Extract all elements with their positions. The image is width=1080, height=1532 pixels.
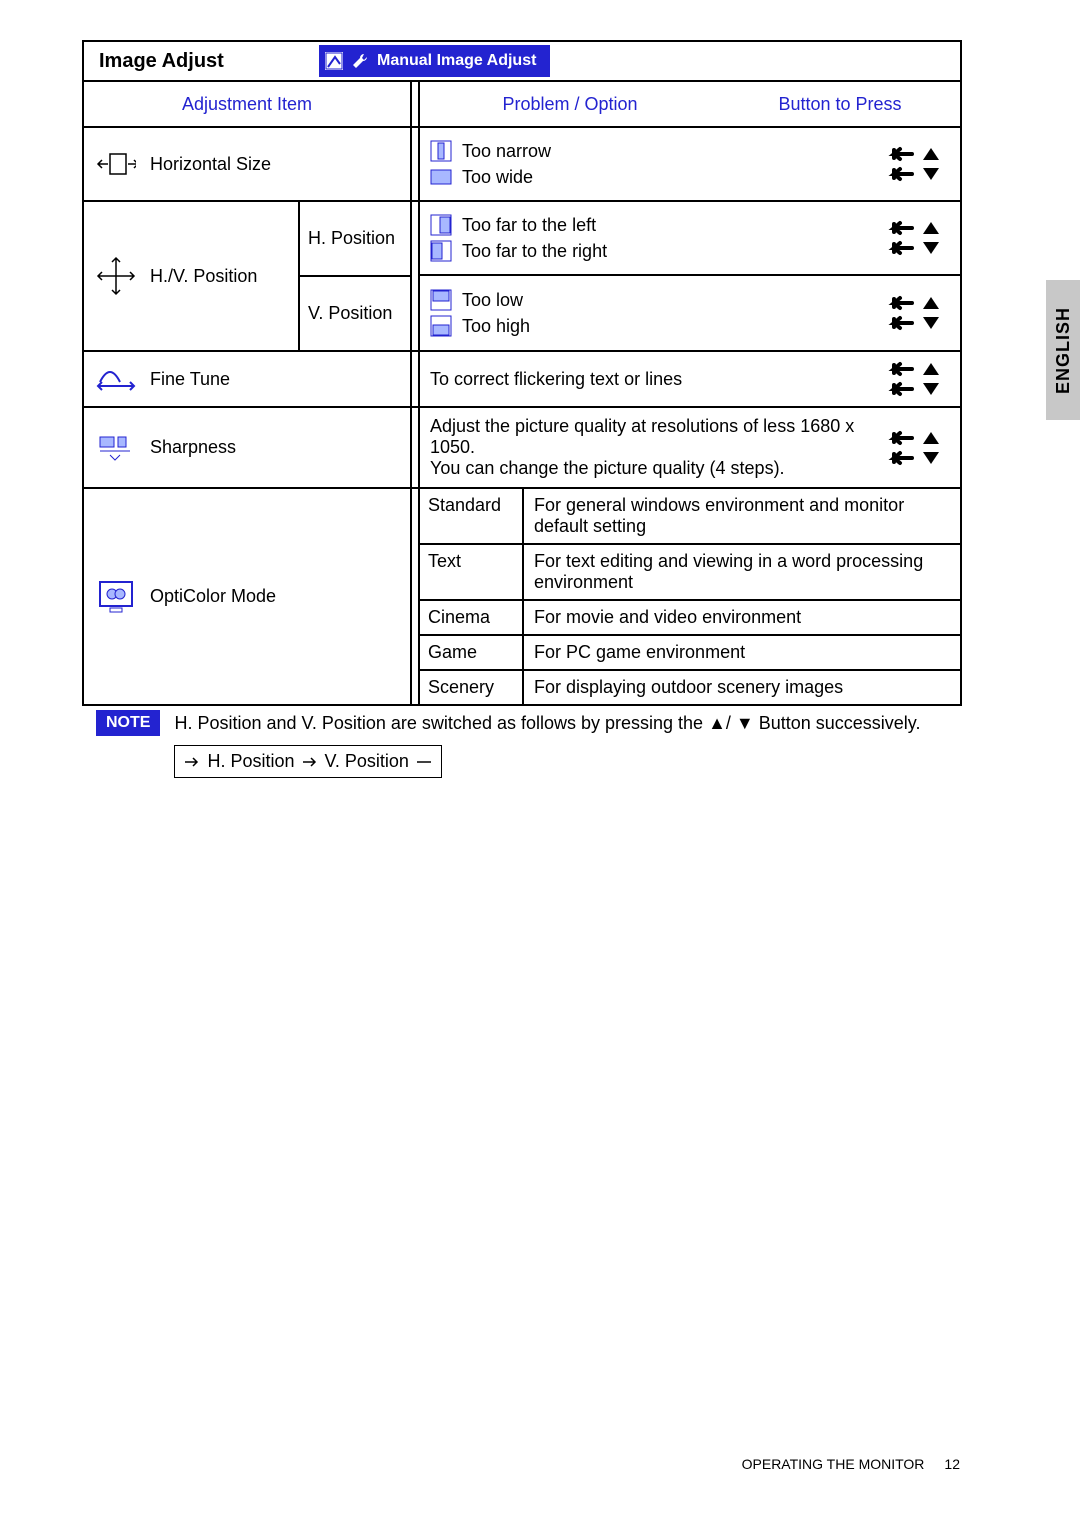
vpos-sublabel: V. Position	[300, 277, 410, 350]
cycle-diagram: H. Position V. Position	[174, 745, 441, 778]
row-hv-position: H./V. Position H. Position V. Position T…	[84, 202, 960, 352]
opticolor-icon	[96, 577, 136, 617]
tool-icon	[351, 52, 369, 70]
oc-text-desc: For text editing and viewing in a word p…	[524, 545, 960, 599]
btn-up	[886, 361, 940, 377]
oc-text: Text	[420, 545, 524, 599]
hsize-label: Horizontal Size	[150, 154, 271, 175]
title-row: Image Adjust Manual Image Adjust	[84, 42, 960, 82]
finetune-desc: To correct flickering text or lines	[430, 369, 855, 390]
btn-up	[886, 430, 940, 446]
row-fine-tune: Fine Tune To correct flickering text or …	[84, 352, 960, 408]
footer-section: OPERATING THE MONITOR	[742, 1456, 925, 1472]
vpos-opt1: Too low	[462, 290, 523, 311]
sharpness-icon	[96, 428, 136, 468]
adjust-icon	[325, 52, 343, 70]
section-title: Image Adjust	[84, 50, 319, 73]
hvpos-label: H./V. Position	[150, 266, 257, 287]
note-block: NOTE H. Position and V. Position are swi…	[96, 710, 946, 778]
oc-standard-desc: For general windows environment and moni…	[524, 489, 960, 543]
sharpness-desc: Adjust the picture quality at resolution…	[430, 416, 855, 479]
note-text-content: H. Position and V. Position are switched…	[174, 713, 920, 733]
banner: Manual Image Adjust	[319, 45, 550, 77]
row-opticolor: OptiColor Mode StandardFor general windo…	[84, 489, 960, 704]
btn-up	[886, 295, 940, 311]
opticolor-label: OptiColor Mode	[150, 586, 276, 607]
row-sharpness: Sharpness Adjust the picture quality at …	[84, 408, 960, 489]
footer: OPERATING THE MONITOR 12	[742, 1456, 960, 1472]
note-badge: NOTE	[96, 710, 160, 736]
sharpness-label: Sharpness	[150, 437, 236, 458]
hsize-icon	[96, 144, 136, 184]
hvpos-icon	[96, 256, 136, 296]
finetune-label: Fine Tune	[150, 369, 230, 390]
hsize-opt2: Too wide	[462, 167, 533, 188]
oc-cinema-desc: For movie and video environment	[524, 601, 960, 634]
left-icon	[430, 214, 452, 236]
oc-scenery-desc: For displaying outdoor scenery images	[524, 671, 960, 704]
row-horizontal-size: Horizontal Size Too narrow Too wide	[84, 128, 960, 202]
oc-cinema: Cinema	[420, 601, 524, 634]
btn-down	[886, 166, 940, 182]
oc-standard: Standard	[420, 489, 524, 543]
language-tab: ENGLISH	[1046, 280, 1080, 420]
hpos-sublabel: H. Position	[300, 202, 410, 277]
hsize-opt1: Too narrow	[462, 141, 551, 162]
header-button-press: Button to Press	[720, 94, 960, 115]
finetune-icon	[96, 359, 136, 399]
btn-down	[886, 315, 940, 331]
high-icon	[430, 315, 452, 337]
header-adjustment-item: Adjustment Item	[84, 82, 412, 126]
right-icon	[430, 240, 452, 262]
table-header: Adjustment Item Problem / Option Button …	[84, 82, 960, 128]
btn-up	[886, 146, 940, 162]
oc-game-desc: For PC game environment	[524, 636, 960, 669]
cycle-vpos: V. Position	[325, 748, 409, 775]
image-adjust-table: Image Adjust Manual Image Adjust Adjustm…	[82, 40, 962, 706]
cycle-hpos: H. Position	[207, 748, 294, 775]
hpos-opt2: Too far to the right	[462, 241, 607, 262]
wide-icon	[430, 166, 452, 188]
banner-label: Manual Image Adjust	[377, 52, 536, 70]
footer-page: 12	[944, 1456, 960, 1472]
btn-down	[886, 240, 940, 256]
vpos-opt2: Too high	[462, 316, 530, 337]
low-icon	[430, 289, 452, 311]
oc-scenery: Scenery	[420, 671, 524, 704]
note-text: H. Position and V. Position are switched…	[174, 710, 920, 778]
arrow-icon	[301, 755, 319, 769]
line-icon	[415, 755, 433, 769]
language-label: ENGLISH	[1053, 306, 1074, 393]
arrow-icon	[183, 755, 201, 769]
header-problem-option: Problem / Option	[420, 94, 720, 115]
btn-down	[886, 450, 940, 466]
hpos-opt1: Too far to the left	[462, 215, 596, 236]
btn-down	[886, 381, 940, 397]
oc-game: Game	[420, 636, 524, 669]
btn-up	[886, 220, 940, 236]
narrow-icon	[430, 140, 452, 162]
